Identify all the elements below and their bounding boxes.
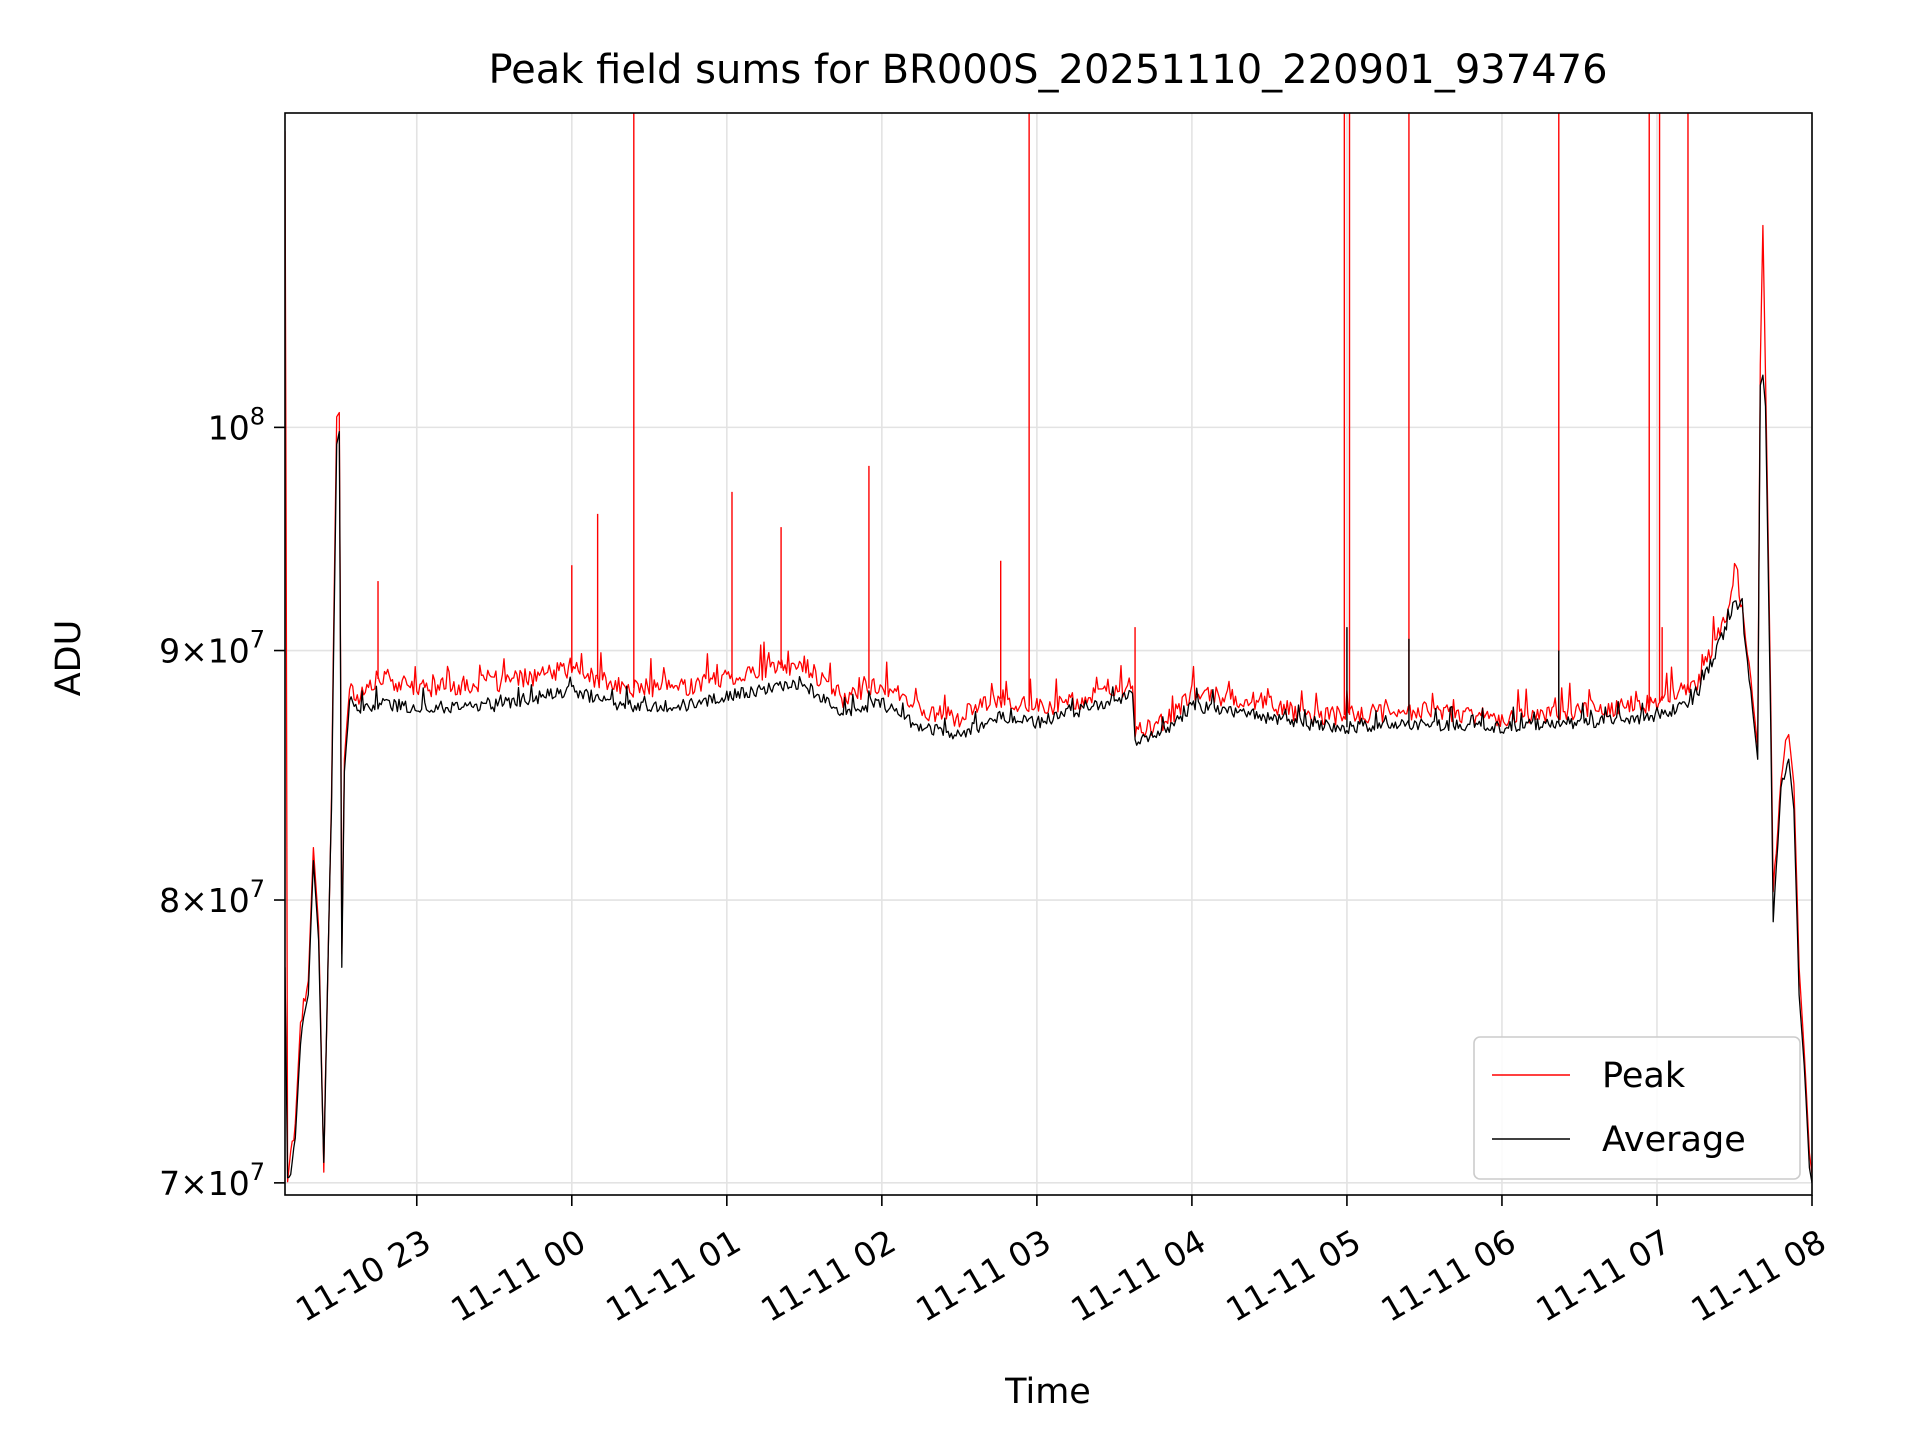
y-tick-label: 8×107 — [159, 875, 265, 920]
y-tick-base: 10 — [208, 1164, 250, 1203]
y-tick-times: × — [180, 632, 208, 671]
axes-frame — [284, 112, 1813, 1196]
x-axis-label: Time — [1004, 1372, 1091, 1412]
y-tick-base: 10 — [208, 408, 250, 447]
plot-area — [285, 113, 1812, 1184]
y-tick-mantissa: 8 — [159, 881, 180, 920]
legend-box — [1473, 1036, 1801, 1180]
legend: Peak Average — [1473, 1036, 1801, 1180]
y-tick-times: × — [180, 1164, 208, 1203]
chart-title: Peak field sums for BR000S_20251110_2209… — [488, 47, 1607, 93]
y-tick-label: 7×107 — [159, 1158, 265, 1203]
y-tick-mantissa: 7 — [159, 1164, 180, 1203]
legend-label-average: Average — [1602, 1120, 1746, 1160]
y-tick-exponent: 8 — [250, 402, 265, 430]
y-tick-mantissa: 9 — [159, 632, 180, 671]
y-tick-exponent: 7 — [250, 1158, 265, 1186]
y-axis-label: ADU — [49, 620, 89, 697]
gridlines — [285, 113, 1813, 1195]
series-group — [285, 113, 1812, 1184]
y-tick-base: 10 — [208, 881, 250, 920]
legend-label-peak: Peak — [1602, 1056, 1686, 1096]
y-tick-label: 108 — [208, 402, 265, 447]
y-tick-times: × — [180, 881, 208, 920]
y-tick-exponent: 7 — [250, 875, 265, 903]
y-tick-exponent: 7 — [250, 626, 265, 654]
y-tick-base: 10 — [208, 632, 250, 671]
y-tick-label: 9×107 — [159, 626, 265, 671]
